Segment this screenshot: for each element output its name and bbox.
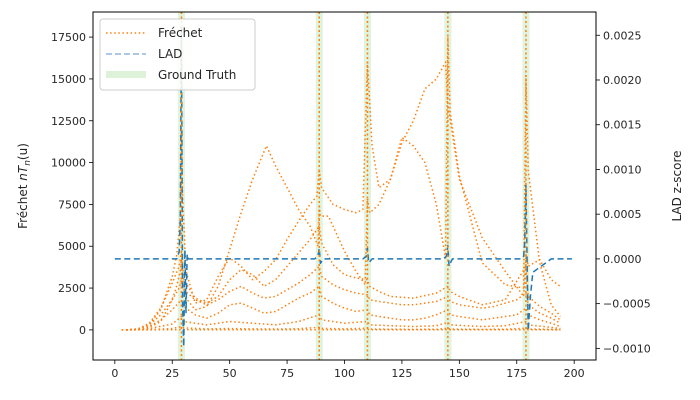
legend: Fréchet LAD Ground Truth: [99, 18, 256, 91]
frechet-series-6: [121, 325, 561, 331]
right-y-tick-label-7: 0.0025: [603, 29, 642, 42]
right-y-tick-label-0: −0.0010: [603, 342, 651, 355]
x-tick-label-5: 125: [391, 367, 412, 380]
ground-truth-band-2: [363, 12, 371, 360]
x-axis-ticks: 0 25 50 75 100 125 150 175 200: [111, 360, 585, 380]
frechet-lines: [121, 36, 561, 331]
right-y-tick-label-5: 0.0015: [603, 119, 642, 132]
left-y-axis-label: Fréchet nTn(u): [16, 143, 33, 229]
left-y-tick-label-1: 2500: [58, 282, 86, 295]
lad-line: [114, 25, 572, 348]
left-y-tick-label-3: 7500: [58, 198, 86, 211]
right-y-tick-label-1: −0.0005: [603, 298, 651, 311]
frechet-series-3: [126, 265, 561, 331]
frechet-series-2: [126, 225, 561, 331]
legend-label-lad: LAD: [158, 47, 182, 61]
x-tick-label-7: 175: [506, 367, 527, 380]
right-y-tick-label-3: 0.0005: [603, 208, 642, 221]
x-tick-label-3: 75: [280, 367, 294, 380]
lad-series: [114, 25, 572, 348]
left-y-tick-label-6: 15000: [51, 73, 86, 86]
x-tick-label-4: 100: [334, 367, 355, 380]
x-tick-label-6: 150: [449, 367, 470, 380]
x-tick-label-0: 0: [111, 367, 118, 380]
left-y-tick-label-5: 12500: [51, 115, 86, 128]
right-y-axis-ticks: −0.0010 −0.0005 0.0000 0.0005 0.0010 0.0015 0.…: [596, 29, 651, 355]
frechet-series-7: [121, 328, 561, 331]
x-tick-label-1: 25: [165, 367, 179, 380]
x-tick-label-8: 200: [564, 367, 585, 380]
left-y-tick-label-7: 17500: [51, 31, 86, 44]
legend-label-ground-truth: Ground Truth: [158, 68, 236, 82]
ground-truth-centerlines: [180, 12, 527, 360]
left-y-tick-label-4: 10000: [51, 157, 86, 170]
right-y-tick-label-4: 0.0010: [603, 163, 642, 176]
x-tick-label-2: 50: [223, 367, 237, 380]
right-y-tick-label-2: 0.0000: [603, 253, 642, 266]
right-y-tick-label-6: 0.0020: [603, 74, 642, 87]
right-y-axis-label: LAD z-score: [670, 150, 684, 221]
ground-truth-band-1: [315, 12, 323, 360]
legend-swatch-ground-truth: [106, 71, 146, 78]
left-y-tick-label-0: 0: [79, 324, 86, 337]
left-y-axis-ticks: 0 2500 5000 7500 10000 12500 15000 17500: [51, 31, 93, 337]
left-y-tick-label-2: 5000: [58, 240, 86, 253]
frechet-series-5: [126, 314, 561, 331]
legend-label-frechet: Fréchet: [158, 26, 203, 40]
ground-truth-band-3: [444, 12, 452, 360]
